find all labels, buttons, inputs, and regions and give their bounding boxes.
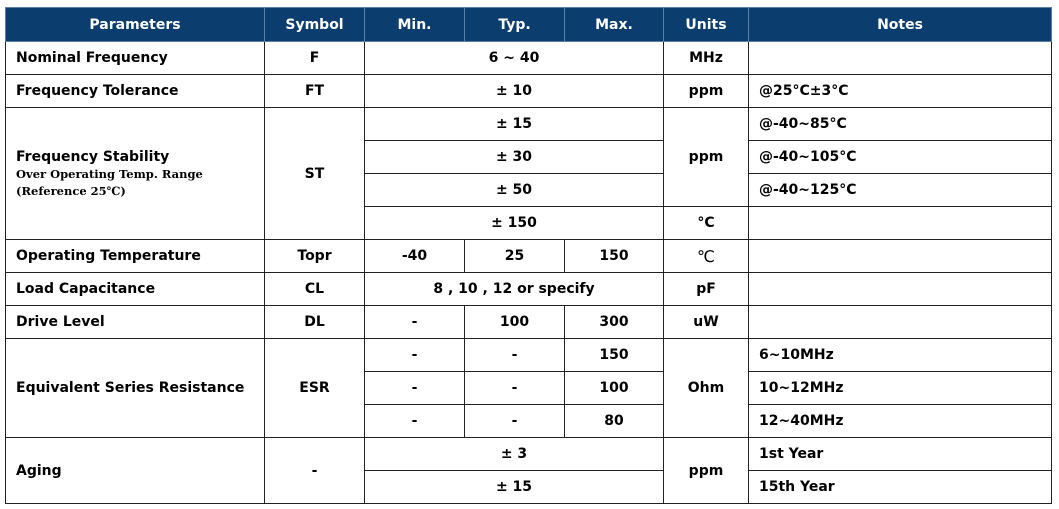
table-row: Load Capacitance CL 8 , 10 , 12 or speci… <box>5 272 1052 306</box>
header-notes: Notes <box>748 7 1052 42</box>
header-parameters: Parameters <box>5 7 265 42</box>
unit-cell: pF <box>663 272 749 306</box>
header-units: Units <box>663 7 749 42</box>
note-cell: 10~12MHz <box>748 371 1052 405</box>
min-cell: - <box>364 338 465 372</box>
note-cell: @25°C±3°C <box>748 74 1052 108</box>
min-cell: - <box>364 305 465 339</box>
unit-cell: ppm <box>663 437 749 504</box>
header-symbol: Symbol <box>264 7 365 42</box>
param-cell: Load Capacitance <box>5 272 265 306</box>
note-cell <box>748 305 1052 339</box>
table-row: ± 50 @-40~125°C <box>6 173 1052 207</box>
specification-table: Parameters Symbol Min. Typ. Max. Units N… <box>5 7 1052 504</box>
header-row: Parameters Symbol Min. Typ. Max. Units N… <box>5 7 1052 42</box>
table-row: ± 15 15th Year <box>6 470 1052 504</box>
unit-cell: °C <box>663 206 749 240</box>
symbol-cell: CL <box>264 272 365 306</box>
typ-cell: 25 <box>464 239 565 273</box>
value-cell: ± 15 <box>364 107 664 141</box>
symbol-cell: ST <box>264 107 365 240</box>
table-row: - - 80 12~40MHz <box>6 404 1052 438</box>
header-min: Min. <box>364 7 465 42</box>
typ-cell: - <box>464 404 565 438</box>
table-row: Frequency Tolerance FT ± 10 ppm @25°C±3°… <box>5 74 1052 108</box>
param-cell: Aging <box>5 437 265 504</box>
note-cell: 1st Year <box>748 437 1052 471</box>
max-cell: 300 <box>564 305 664 339</box>
note-cell: 12~40MHz <box>748 404 1052 438</box>
note-cell: @-40~85°C <box>748 107 1052 141</box>
value-cell: ± 30 <box>364 140 664 174</box>
max-cell: 100 <box>564 371 664 405</box>
unit-cell: uW <box>663 305 749 339</box>
note-cell <box>748 272 1052 306</box>
table-row: ± 30 @-40~105°C <box>6 140 1052 174</box>
param-sub-label: (Reference 25℃) <box>16 183 126 198</box>
header-typ: Typ. <box>464 7 565 42</box>
value-cell: ± 150 <box>364 206 664 240</box>
max-cell: 150 <box>564 239 664 273</box>
table-row: Nominal Frequency F 6 ~ 40 MHz <box>5 41 1052 75</box>
note-cell: 6~10MHz <box>748 338 1052 372</box>
param-cell: Nominal Frequency <box>5 41 265 75</box>
param-cell: Frequency Tolerance <box>5 74 265 108</box>
header-max: Max. <box>564 7 664 42</box>
table-row: Frequency Stability Over Operating Temp.… <box>5 107 1052 240</box>
symbol-cell: - <box>264 437 365 504</box>
note-cell: @-40~125°C <box>748 173 1052 207</box>
value-cell: ± 50 <box>364 173 664 207</box>
unit-cell: MHz <box>663 41 749 75</box>
unit-cell: Ohm <box>663 338 749 438</box>
typ-cell: - <box>464 338 565 372</box>
symbol-cell: ESR <box>264 338 365 438</box>
value-cell: 6 ~ 40 <box>364 41 664 75</box>
symbol-cell: FT <box>264 74 365 108</box>
min-cell: - <box>364 371 465 405</box>
symbol-cell: F <box>264 41 365 75</box>
note-cell: @-40~105°C <box>748 140 1052 174</box>
max-cell: 80 <box>564 404 664 438</box>
param-cell-stability: Frequency Stability Over Operating Temp.… <box>5 107 265 240</box>
param-cell: Equivalent Series Resistance <box>5 338 265 438</box>
typ-cell: - <box>464 371 565 405</box>
note-cell <box>748 41 1052 75</box>
table-row: Equivalent Series Resistance ESR - - 150… <box>5 338 1052 438</box>
value-cell: ± 3 <box>364 437 664 471</box>
value-cell: ± 15 <box>364 470 664 504</box>
table-row: ± 150 °C <box>6 206 1052 240</box>
unit-cell: ppm <box>663 74 749 108</box>
typ-cell: 100 <box>464 305 565 339</box>
param-main-label: Frequency Stability <box>16 148 170 165</box>
min-cell: - <box>364 404 465 438</box>
note-cell: 15th Year <box>748 470 1052 504</box>
table-row: Aging - ± 3 ppm 1st Year <box>5 437 1052 504</box>
param-sub-label: Over Operating Temp. Range <box>16 166 203 181</box>
unit-cell: ℃ <box>663 239 749 273</box>
max-cell: 150 <box>564 338 664 372</box>
value-cell: ± 10 <box>364 74 664 108</box>
param-cell: Operating Temperature <box>5 239 265 273</box>
table-row: Drive Level DL - 100 300 uW <box>5 305 1052 339</box>
table-row: Operating Temperature Topr -40 25 150 ℃ <box>5 239 1052 273</box>
symbol-cell: DL <box>264 305 365 339</box>
note-cell <box>748 206 1052 240</box>
param-cell: Drive Level <box>5 305 265 339</box>
min-cell: -40 <box>364 239 465 273</box>
value-cell: 8 , 10 , 12 or specify <box>364 272 664 306</box>
symbol-cell: Topr <box>264 239 365 273</box>
note-cell <box>748 239 1052 273</box>
unit-cell: ppm <box>663 107 749 207</box>
